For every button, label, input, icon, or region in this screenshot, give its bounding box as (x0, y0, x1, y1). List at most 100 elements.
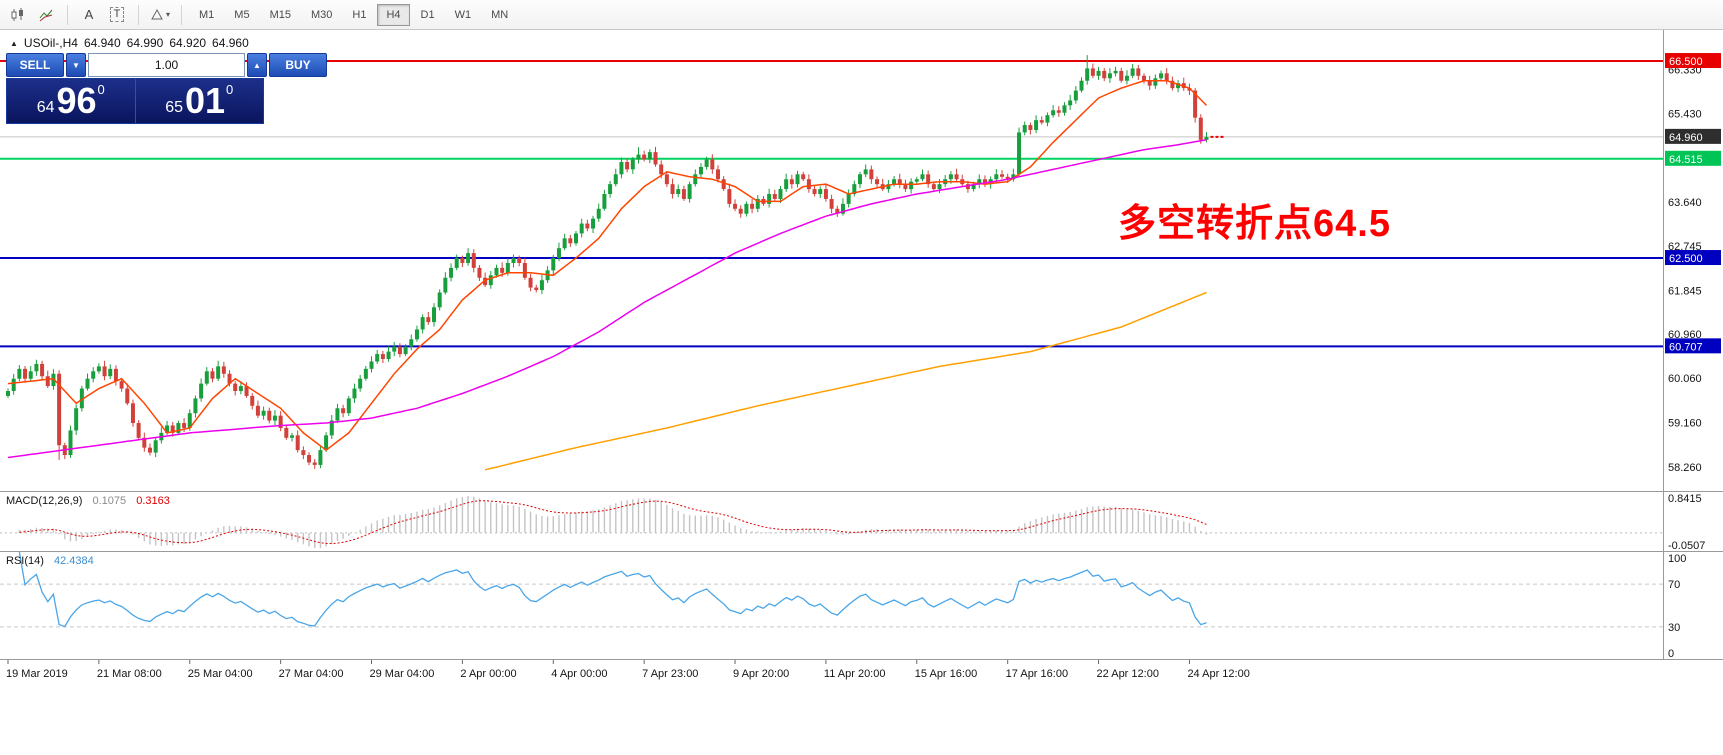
fast-red-ma-line (7, 79, 1208, 452)
timeframe-button-d1[interactable]: D1 (412, 4, 444, 26)
svg-text:2 Apr 00:00: 2 Apr 00:00 (460, 668, 516, 680)
sell-price-sup: 0 (97, 82, 105, 97)
buy-price-big: 01 (185, 80, 226, 121)
rsi-line (18, 551, 1207, 628)
svg-text:63.640: 63.640 (1668, 197, 1702, 209)
candles-layer (6, 55, 1209, 469)
level-badge (1665, 250, 1721, 266)
buy-price-display[interactable]: 65 01 0 (136, 79, 264, 123)
svg-text:100: 100 (1668, 553, 1686, 565)
macd-signal-line (19, 500, 1207, 545)
shapes-icon (151, 8, 163, 19)
buy-price-sup: 0 (226, 82, 234, 97)
symbol-ohlc-label: ▲ USOil-,H4 64.940 64.990 64.920 64.960 (10, 36, 249, 50)
volume-decrease-button[interactable]: ▼ (66, 53, 86, 77)
medium-magenta-ma-line (7, 139, 1207, 459)
rsi-panel[interactable]: 100 70 30 0 (0, 551, 1686, 660)
symbol-timeframe: USOil-,H4 (23, 36, 78, 50)
shapes-tool-button[interactable]: ▾ (147, 3, 173, 27)
chart-type-tool-button[interactable] (5, 3, 31, 27)
svg-text:61.845: 61.845 (1668, 285, 1702, 297)
volume-input[interactable] (88, 53, 245, 77)
svg-text:7 Apr 23:00: 7 Apr 23:00 (642, 668, 698, 680)
sell-price-display[interactable]: 64 96 0 (7, 79, 135, 123)
level-badge (1665, 53, 1721, 69)
svg-text:0: 0 (1668, 648, 1674, 660)
timeframe-button-m30[interactable]: M30 (302, 4, 341, 26)
sell-price-int: 64 (36, 98, 55, 116)
svg-text:29 Mar 04:00: 29 Mar 04:00 (370, 668, 435, 680)
svg-text:-0.0507: -0.0507 (1668, 540, 1705, 552)
svg-text:15 Apr 16:00: 15 Apr 16:00 (915, 668, 977, 680)
level-badge (1665, 150, 1721, 166)
one-click-trading-panel: SELL ▼ ▲ BUY 64 96 0 65 01 0 (6, 53, 327, 124)
toolbar: A T ▾ M1 M5 M15 M30 H1 H4 D1 W1 MN (0, 0, 1723, 30)
current-price-badge (1665, 128, 1721, 144)
slow-orange-ma-line (484, 291, 1207, 471)
svg-text:21 Mar 08:00: 21 Mar 08:00 (97, 668, 162, 680)
toolbar-separator (67, 4, 68, 25)
candlestick-chart-icon (11, 7, 23, 21)
svg-text:65.430: 65.430 (1668, 109, 1702, 121)
svg-text:62.745: 62.745 (1668, 241, 1702, 253)
svg-text:22 Apr 12:00: 22 Apr 12:00 (1097, 668, 1159, 680)
quote-divider (134, 79, 136, 123)
dropdown-caret-icon: ▾ (165, 10, 170, 19)
ohlc-open: 64.940 (83, 36, 121, 50)
svg-text:62.500: 62.500 (1669, 253, 1703, 265)
timeframe-button-h1[interactable]: H1 (343, 4, 375, 26)
svg-text:25 Mar 04:00: 25 Mar 04:00 (188, 668, 253, 680)
ohlc-close: 64.960 (212, 36, 249, 50)
svg-text:4 Apr 00:00: 4 Apr 00:00 (551, 668, 607, 680)
svg-text:27 Mar 04:00: 27 Mar 04:00 (279, 668, 344, 680)
chart-annotation-text: 多空转折点64.5 (1118, 203, 1391, 245)
indicators-tool-button[interactable] (33, 3, 59, 27)
timeframe-button-m15[interactable]: M15 (261, 4, 300, 26)
macd-header: MACD(12,26,9) 0.1075 0.3163 (6, 495, 170, 507)
svg-text:60.060: 60.060 (1668, 373, 1702, 385)
svg-text:60.960: 60.960 (1668, 329, 1702, 341)
toolbar-separator (138, 4, 139, 25)
trade-panel-toggle-icon[interactable]: ▲ (10, 38, 18, 48)
timeframe-button-m5[interactable]: M5 (225, 4, 258, 26)
timeframe-button-m1[interactable]: M1 (190, 4, 223, 26)
indicators-icon (39, 9, 53, 21)
label-tool-button[interactable]: T (104, 3, 130, 27)
macd-signal-value: 0.3163 (136, 495, 170, 507)
svg-text:19 Mar 2019: 19 Mar 2019 (6, 668, 68, 680)
label-tool-icon: T (109, 7, 125, 22)
timeframe-button-h4[interactable]: H4 (377, 3, 410, 26)
ohlc-low: 64.920 (169, 36, 207, 50)
svg-text:64.960: 64.960 (1669, 132, 1703, 144)
sell-price-big: 96 (56, 80, 97, 121)
buy-price-int: 65 (165, 98, 183, 116)
macd-label: MACD(12,26,9) (6, 495, 83, 507)
svg-text:60.707: 60.707 (1669, 341, 1703, 353)
rsi-value: 42.4384 (53, 555, 94, 567)
svg-text:0.8415: 0.8415 (1668, 493, 1702, 505)
text-tool-button[interactable]: A (76, 3, 102, 27)
macd-main-value: 0.1075 (92, 495, 127, 507)
svg-text:24 Apr 12:00: 24 Apr 12:00 (1187, 668, 1249, 680)
time-axis[interactable]: 19 Mar 2019 21 Mar 08:00 25 Mar 04:00 27 Ma… (6, 660, 1250, 680)
rsi-header: RSI(14) 42.4384 (6, 555, 94, 567)
sell-button[interactable]: SELL (6, 53, 64, 77)
price-axis[interactable]: 66.33065.43064.53563.64062.74561.84560.9… (1665, 53, 1721, 474)
buy-button[interactable]: BUY (269, 53, 327, 77)
timeframe-button-mn[interactable]: MN (482, 4, 517, 26)
trade-panel-controls: SELL ▼ ▲ BUY (6, 53, 327, 77)
trade-panel-quotes: 64 96 0 65 01 0 (6, 78, 264, 124)
macd-panel[interactable]: 0.8415 -0.0507 (0, 493, 1705, 552)
caret-down-icon: ▼ (72, 60, 80, 70)
svg-text:30: 30 (1668, 622, 1680, 634)
svg-text:58.260: 58.260 (1668, 462, 1702, 474)
toolbar-separator (181, 4, 182, 25)
caret-up-icon: ▲ (253, 60, 261, 70)
main-chart-plot[interactable] (0, 55, 1663, 471)
svg-text:59.160: 59.160 (1668, 418, 1702, 430)
timeframe-button-w1[interactable]: W1 (446, 4, 481, 26)
text-tool-icon: A (84, 7, 94, 22)
volume-increase-button[interactable]: ▲ (247, 53, 267, 77)
